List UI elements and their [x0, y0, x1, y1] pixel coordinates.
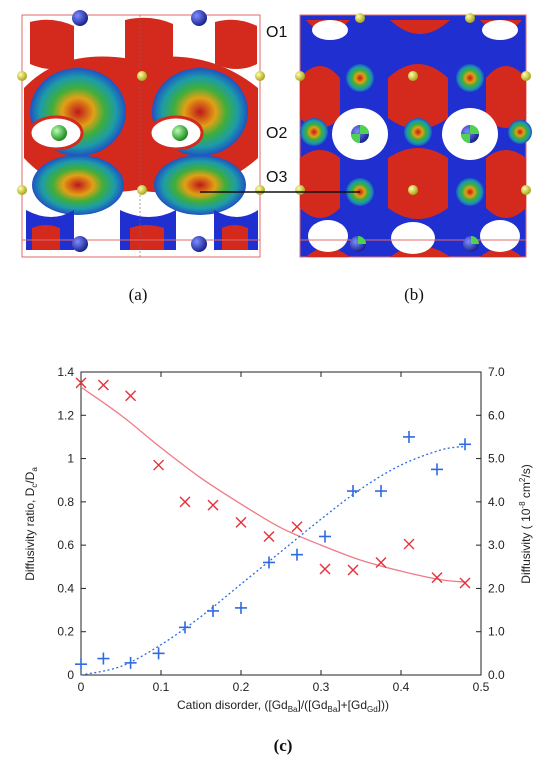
y-left-axis-ticks: 0 0.2 0.4 0.6 0.8 1 1.2 1.4 — [57, 365, 86, 682]
ratio-point-x-marker — [347, 564, 359, 576]
x-tick-label: 0.1 — [153, 680, 170, 694]
panel-b-isosurface — [299, 14, 532, 258]
ratio-point-x-marker — [179, 496, 191, 508]
ratio-point-x-marker — [125, 390, 137, 402]
ratio-point-x-marker — [403, 538, 415, 550]
y-left-tick-label: 0 — [67, 668, 74, 682]
ratio-point-x-marker — [431, 572, 443, 584]
diffusivity-point-plus-marker — [263, 556, 275, 569]
y-left-tick-label: 0.2 — [57, 625, 74, 639]
x-axis-ticks: 0 0.1 0.2 0.3 0.4 0.5 — [78, 372, 490, 694]
ratio-point-x-marker — [263, 530, 275, 542]
panel-b-ions — [295, 13, 531, 252]
site-label-o3: O3 — [266, 169, 287, 186]
ratio-point-x-marker — [459, 577, 471, 589]
plot-frame — [80, 371, 482, 676]
y-right-tick-label: 4.0 — [488, 495, 505, 509]
y-right-axis-title: Diffusivity ( 10-8 cm2/s) — [518, 464, 533, 583]
y-right-tick-label: 2.0 — [488, 581, 505, 595]
y-left-tick-label: 1.4 — [57, 365, 74, 379]
fit-lines — [80, 386, 466, 676]
x-axis-title: Cation disorder, ([GdBa]/([GdBa]+[GdGd])… — [177, 698, 389, 714]
y-left-tick-label: 1.2 — [57, 408, 74, 422]
site-label-o2: O2 — [266, 125, 287, 142]
panel-a-ions — [17, 10, 265, 252]
y-left-tick-label: 0.8 — [57, 495, 74, 509]
y-right-tick-label: 1.0 — [488, 625, 505, 639]
ratio-point-x-marker — [153, 459, 165, 471]
ratio-point-x-marker — [207, 499, 219, 511]
y-right-tick-label: 0.0 — [488, 668, 505, 682]
diffusivity-point-plus-marker — [152, 647, 165, 660]
panel-c-label: (c) — [274, 736, 293, 755]
diffusivity-point-plus-marker — [97, 652, 110, 665]
diffusivity-point-plus-marker — [319, 530, 331, 543]
diffusivity-point-plus-marker — [207, 604, 219, 617]
ratio-point-x-marker — [97, 379, 109, 391]
diffusivity-point-plus-marker — [235, 601, 247, 614]
y-right-tick-label: 7.0 — [488, 365, 505, 379]
y-right-axis-ticks: 0.0 1.0 2.0 3.0 4.0 5.0 6.0 7.0 — [476, 365, 505, 682]
panel-b-label: (b) — [404, 285, 424, 304]
data-markers — [75, 377, 471, 671]
diffusivity-point-plus-marker — [403, 430, 415, 443]
ratio-point-x-marker — [235, 516, 247, 528]
diffusivity-point-plus-marker — [431, 463, 443, 476]
diffusivity-point-plus-marker — [375, 485, 387, 498]
y-left-tick-label: 0.6 — [57, 538, 74, 552]
x-tick-label: 0.4 — [393, 680, 410, 694]
diffusivity-point-plus-marker — [75, 658, 87, 671]
chart-c: 0 0.1 0.2 0.3 0.4 0.5 0 0.2 0.4 0.6 0.8 1 1.2 1.4 0.… — [23, 365, 533, 714]
x-tick-label: 0.3 — [313, 680, 330, 694]
y-left-tick-label: 0.4 — [57, 581, 74, 595]
y-right-tick-label: 6.0 — [488, 408, 505, 422]
x-tick-label: 0.5 — [473, 680, 490, 694]
panel-a-label: (a) — [129, 285, 148, 304]
diffusivity-point-plus-marker — [459, 438, 471, 451]
x-tick-label: 0.2 — [233, 680, 250, 694]
ratio-point-x-marker — [75, 377, 87, 389]
y-left-axis-title: Diffusivity ratio, Dc/Da — [23, 467, 39, 581]
y-right-tick-label: 5.0 — [488, 452, 505, 466]
ratio-point-x-marker — [375, 556, 387, 568]
y-left-tick-label: 1 — [67, 452, 74, 466]
ratio-point-x-marker — [319, 563, 331, 575]
fit-line-ratio — [80, 386, 466, 583]
diffusivity-point-plus-marker — [179, 621, 191, 634]
y-right-tick-label: 3.0 — [488, 538, 505, 552]
diffusivity-point-plus-marker — [291, 548, 303, 561]
ratio-point-x-marker — [291, 521, 303, 533]
x-tick-label: 0 — [78, 680, 85, 694]
diffusivity-point-plus-marker — [124, 656, 137, 669]
site-label-o1: O1 — [266, 24, 287, 41]
fit-line-diffusivity — [80, 445, 466, 676]
diffusivity-point-plus-marker — [347, 485, 359, 498]
